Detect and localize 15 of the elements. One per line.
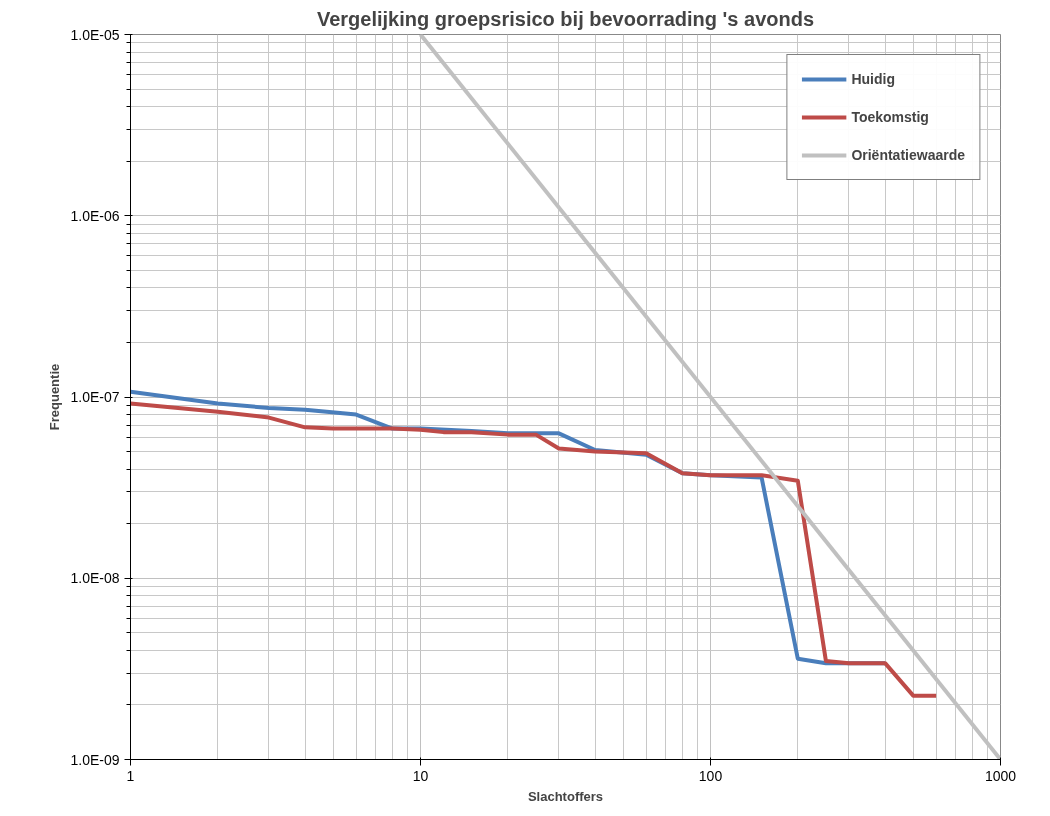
chart-title: Vergelijking groepsrisico bij bevoorrading 's avonds — [316, 7, 815, 30]
legend-label: Huidig — [851, 71, 895, 87]
legend-label: Oriëntatiewaarde — [851, 147, 965, 163]
y-tick-label: 1.0E-06 — [70, 207, 120, 224]
x-tick-label: 1000 — [984, 767, 1017, 784]
y-tick-label: 1.0E-07 — [70, 389, 120, 405]
x-tick-label: 1 — [126, 767, 135, 784]
legend-label: Toekomstig — [851, 109, 929, 125]
y-axis-title: Frequentie — [47, 363, 63, 431]
y-tick-label: 1.0E-05 — [70, 26, 120, 43]
x-tick-label: 100 — [698, 767, 723, 784]
y-tick-label: 1.0E-08 — [70, 570, 120, 587]
x-axis-title: Slachtoffers — [527, 788, 604, 804]
y-tick-label: 1.0E-09 — [70, 751, 120, 768]
x-tick-label: 10 — [412, 767, 429, 784]
